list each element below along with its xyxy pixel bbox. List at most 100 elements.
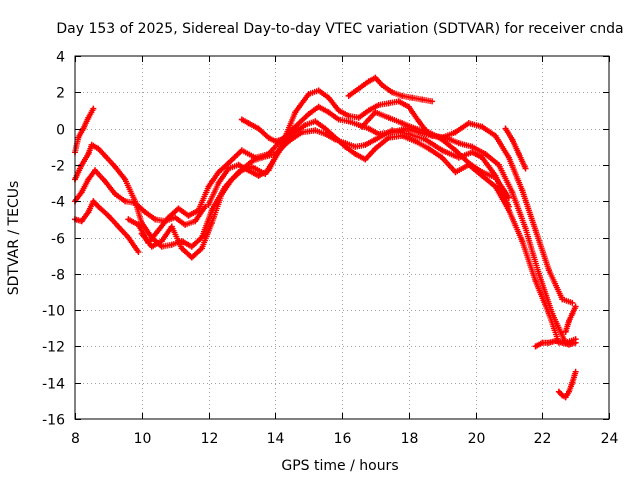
data-point xyxy=(228,176,235,183)
data-point xyxy=(379,82,386,89)
series-trace-8 xyxy=(238,116,285,145)
data-point xyxy=(238,147,245,154)
data-point xyxy=(385,134,392,141)
data-point xyxy=(265,151,272,158)
data-point xyxy=(245,120,252,127)
data-point xyxy=(172,214,179,221)
data-point xyxy=(195,207,202,214)
series-trace-14 xyxy=(502,125,529,172)
data-point xyxy=(132,198,139,205)
data-point xyxy=(278,136,285,143)
series-trace xyxy=(502,125,528,170)
data-point xyxy=(419,96,426,103)
data-point xyxy=(135,249,142,256)
data-point xyxy=(415,118,422,125)
data-point xyxy=(112,190,119,197)
data-point xyxy=(495,161,502,168)
data-point xyxy=(439,147,446,154)
data-point xyxy=(455,140,462,147)
data-point xyxy=(452,147,459,154)
data-point xyxy=(469,149,476,156)
data-point xyxy=(482,151,489,158)
data-point xyxy=(359,123,366,130)
data-point xyxy=(375,131,382,138)
data-point xyxy=(532,278,539,285)
data-point xyxy=(539,339,546,346)
data-point xyxy=(345,112,352,119)
x-tick-label: 10 xyxy=(134,431,152,447)
data-point xyxy=(469,143,476,150)
data-point xyxy=(88,141,95,148)
data-point xyxy=(535,270,542,277)
chart-title: Day 153 of 2025, Sidereal Day-to-day VTE… xyxy=(56,21,623,37)
data-point xyxy=(78,218,85,225)
data-point xyxy=(429,98,436,105)
data-point xyxy=(85,176,92,183)
data-point xyxy=(565,317,572,324)
y-tick-label: -8 xyxy=(51,268,65,284)
data-point xyxy=(185,212,192,219)
data-point xyxy=(278,141,285,148)
data-point xyxy=(85,151,92,158)
data-point xyxy=(312,127,319,134)
data-point xyxy=(315,87,322,94)
data-point xyxy=(465,160,472,167)
data-point xyxy=(345,118,352,125)
data-point xyxy=(492,174,499,181)
x-tick-label: 12 xyxy=(201,431,219,447)
x-tick-label: 14 xyxy=(267,431,285,447)
data-point xyxy=(505,194,512,201)
data-point xyxy=(252,154,259,161)
y-axis-label: SDTVAR / TECUs xyxy=(6,181,22,296)
y-tick-label: 0 xyxy=(56,123,65,139)
data-point xyxy=(405,103,412,110)
y-tick-label: -4 xyxy=(51,195,65,211)
data-point xyxy=(362,141,369,148)
data-point xyxy=(362,156,369,163)
data-point xyxy=(125,216,132,223)
data-point xyxy=(365,78,372,85)
data-point xyxy=(365,107,372,114)
data-point xyxy=(559,392,566,399)
x-tick-label: 18 xyxy=(401,431,419,447)
series-trace xyxy=(532,338,577,350)
series-trace xyxy=(72,127,511,250)
data-point xyxy=(272,138,279,145)
data-point xyxy=(305,91,312,98)
data-point xyxy=(332,134,339,141)
data-layer xyxy=(72,74,579,401)
data-point xyxy=(105,212,112,219)
data-point xyxy=(325,109,332,116)
data-point xyxy=(138,219,145,226)
data-point xyxy=(122,176,129,183)
series-trace-10 xyxy=(359,109,512,201)
data-point xyxy=(122,198,129,205)
data-point xyxy=(559,339,566,346)
data-point xyxy=(112,163,119,170)
data-point xyxy=(559,296,566,303)
data-point xyxy=(298,129,305,136)
data-point xyxy=(168,223,175,230)
data-point xyxy=(178,245,185,252)
series-trace xyxy=(238,116,284,145)
data-point xyxy=(218,190,225,197)
data-point xyxy=(505,207,512,214)
series-trace xyxy=(555,370,579,401)
data-point xyxy=(255,172,262,179)
data-point xyxy=(422,136,429,143)
data-point xyxy=(115,223,122,230)
data-point xyxy=(90,105,97,112)
data-point xyxy=(208,219,215,226)
data-point xyxy=(425,129,432,136)
data-point xyxy=(165,214,172,221)
data-point xyxy=(95,203,102,210)
data-point xyxy=(205,201,212,208)
data-point xyxy=(78,161,85,168)
data-point xyxy=(188,254,195,261)
data-point xyxy=(255,125,262,132)
data-point xyxy=(198,234,205,241)
data-point xyxy=(465,120,472,127)
data-point xyxy=(138,230,145,237)
